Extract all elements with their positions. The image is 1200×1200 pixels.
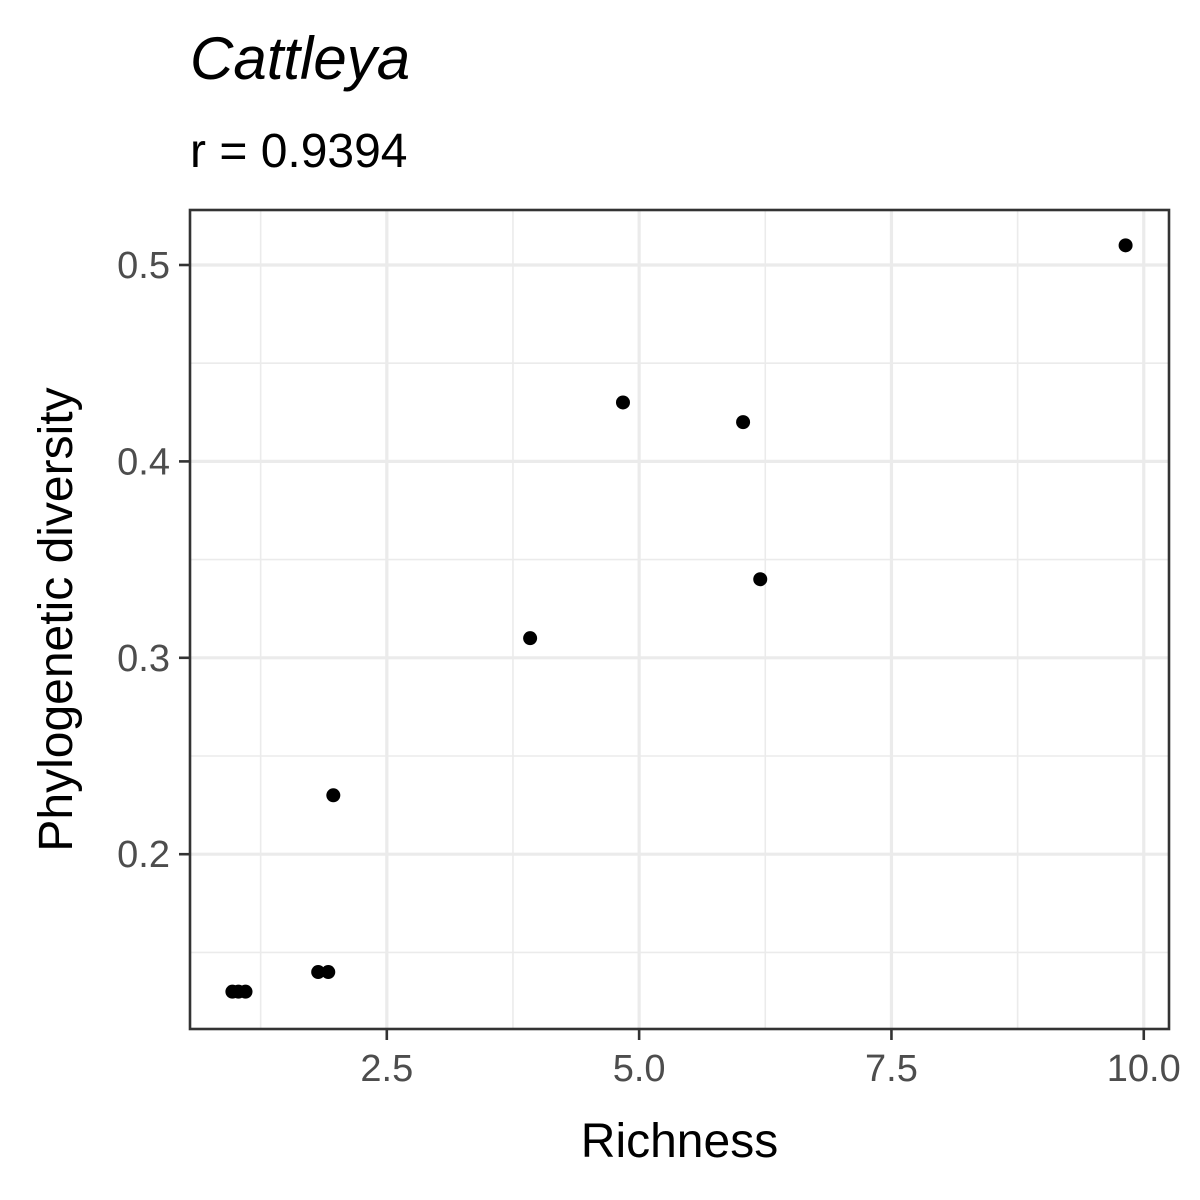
data-point xyxy=(1118,238,1133,253)
y-axis: 0.2 0.3 0.4 0.5 xyxy=(117,245,190,876)
data-point xyxy=(311,965,326,980)
y-tick-label: 0.2 xyxy=(117,834,170,876)
x-axis: 2.5 5.0 7.5 10.0 xyxy=(360,1029,1181,1090)
y-tick-label: 0.5 xyxy=(117,245,170,287)
panel-border xyxy=(188,208,1171,1031)
data-point xyxy=(753,572,768,587)
data-point xyxy=(326,788,341,803)
y-tick-label: 0.3 xyxy=(117,638,170,680)
x-tick-label: 2.5 xyxy=(360,1048,413,1090)
plot-panel xyxy=(190,210,1169,1029)
data-points xyxy=(225,238,1133,999)
data-point xyxy=(321,965,336,980)
chart-subtitle: r = 0.9394 xyxy=(190,125,408,178)
x-tick-label: 7.5 xyxy=(865,1048,918,1090)
x-tick-label: 10.0 xyxy=(1107,1048,1181,1090)
data-point xyxy=(238,984,253,999)
y-axis-title: Phylogenetic diversity xyxy=(30,387,83,851)
major-gridlines xyxy=(190,210,1169,1029)
data-point xyxy=(736,415,751,430)
minor-gridlines xyxy=(190,210,1169,1029)
y-tick-label: 0.4 xyxy=(117,441,170,483)
chart-title: Cattleya xyxy=(190,25,410,92)
data-point xyxy=(523,631,538,646)
x-tick-label: 5.0 xyxy=(613,1048,666,1090)
data-point xyxy=(615,395,630,410)
x-axis-title: Richness xyxy=(581,1115,778,1168)
